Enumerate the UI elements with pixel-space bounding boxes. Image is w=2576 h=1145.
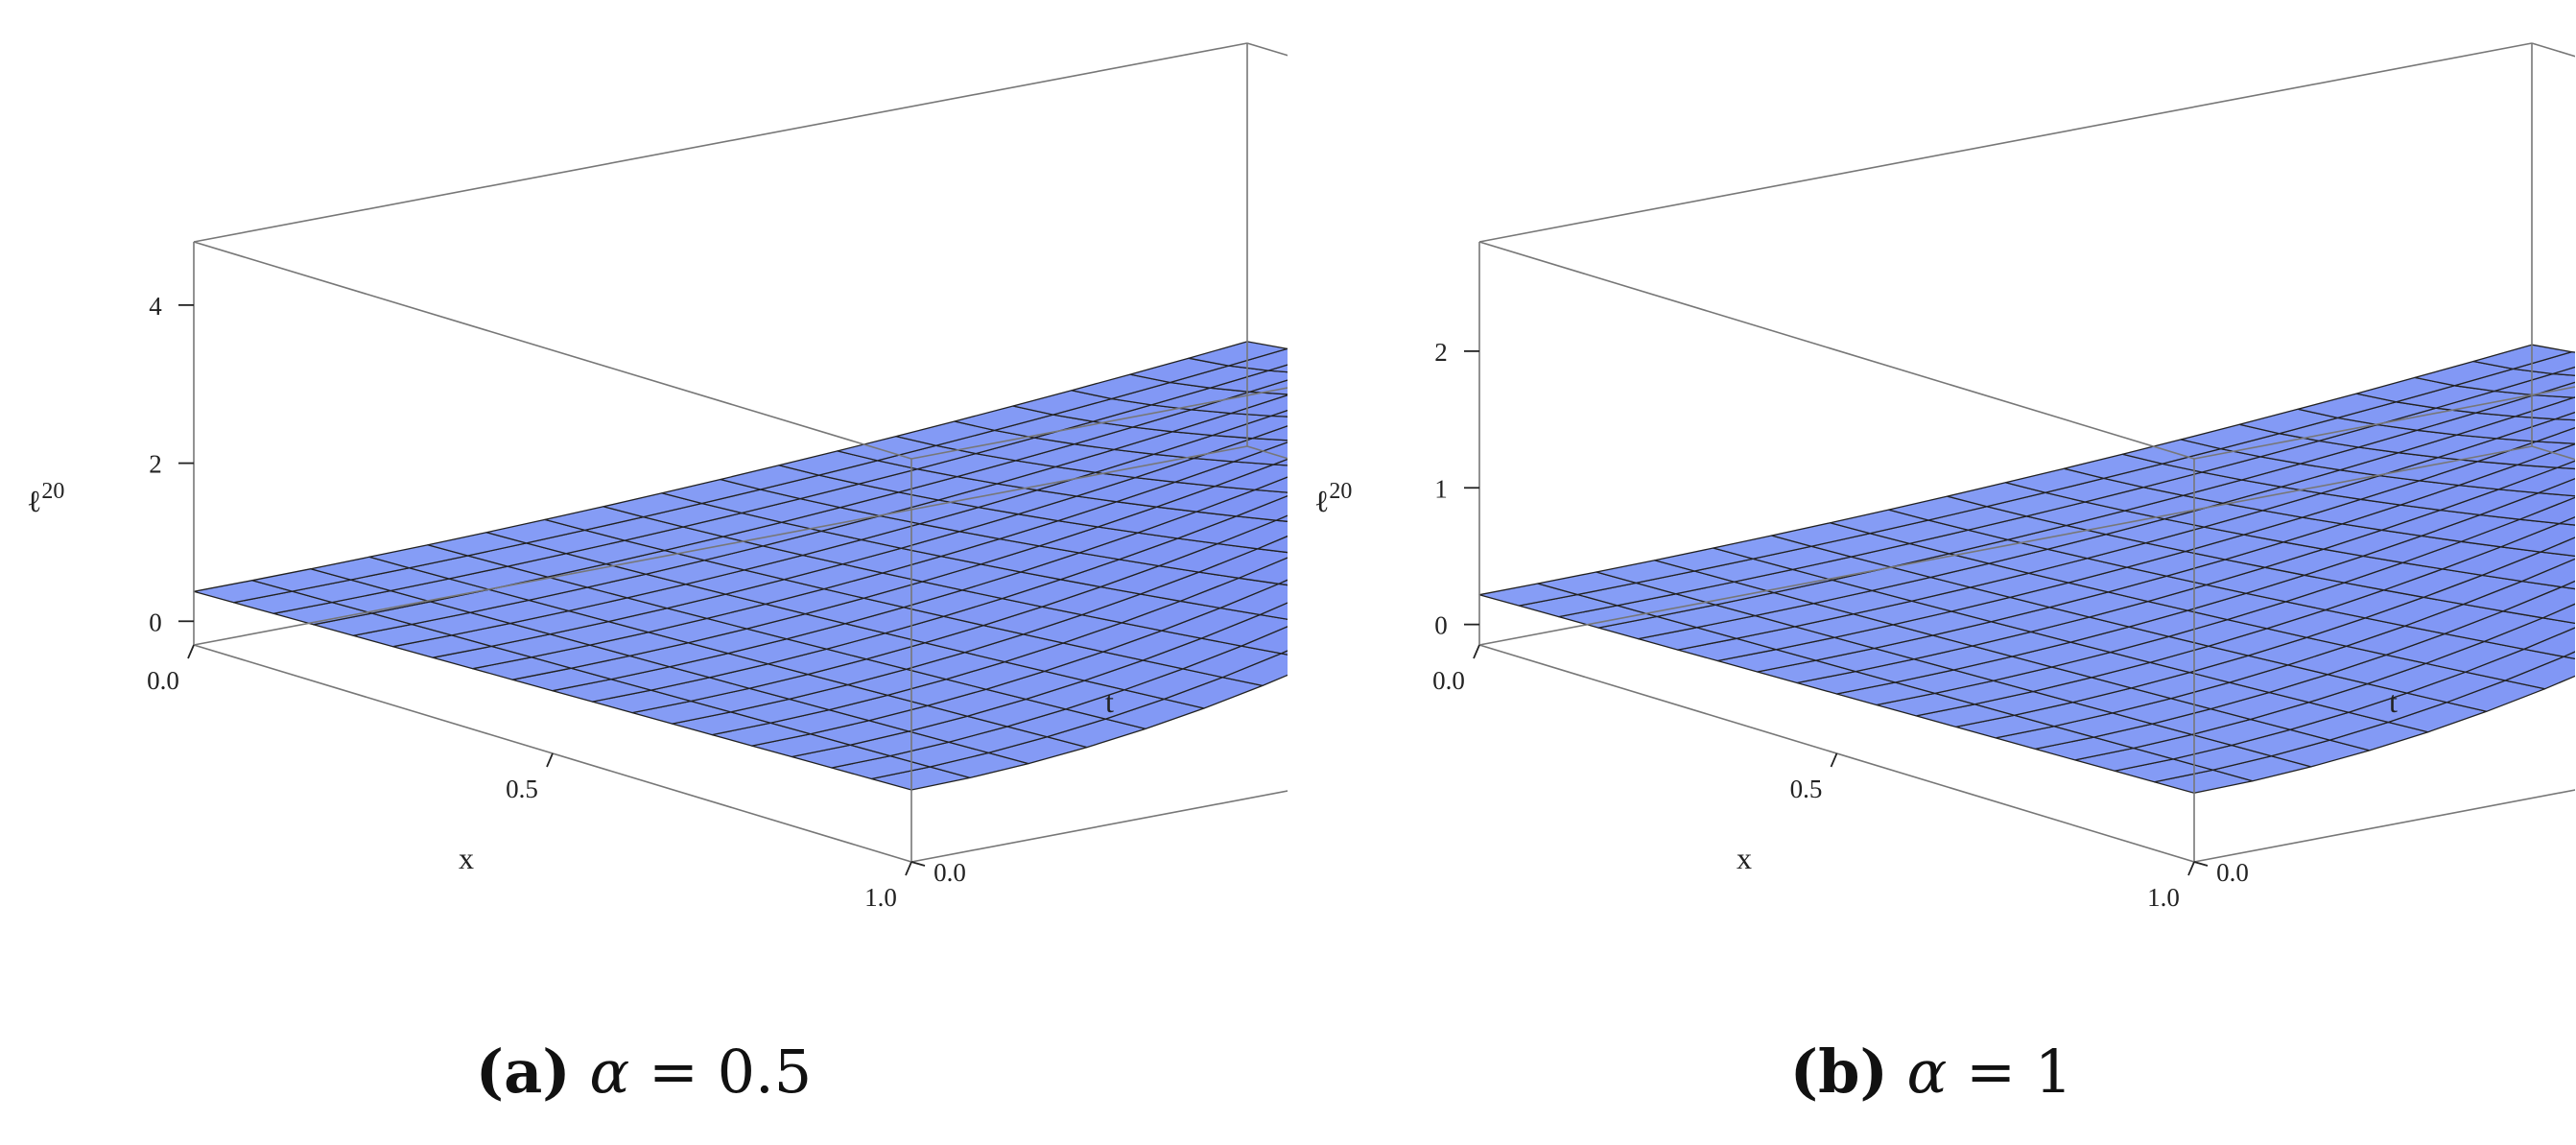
x-tick-label: 0.5 [506, 775, 538, 803]
surface-quad [2538, 477, 2575, 497]
surface-quad [1257, 535, 1288, 554]
t-tick [910, 861, 926, 867]
box-edge [193, 241, 912, 460]
box-edge [193, 42, 1248, 243]
z-tick-label: 1 [1434, 474, 1448, 503]
surface-quad [1188, 341, 1288, 367]
x-tick-label: 1.0 [2147, 883, 2180, 912]
z-tick-label: 0 [1434, 611, 1448, 640]
box-edge [2531, 42, 2575, 58]
caption-eq-a: = 0.5 [648, 1037, 813, 1107]
surface-mesh-b [1478, 344, 2575, 794]
surface-quad [1259, 602, 1288, 620]
caption-param-a: α [589, 1037, 630, 1107]
z-tick-label: 2 [149, 450, 162, 479]
z-tick-label: 4 [149, 292, 162, 321]
caption-a: (a) α = 0.5 [0, 1037, 1288, 1107]
surface-mesh-a [193, 341, 1288, 791]
t-tick-label: 0.0 [934, 858, 966, 887]
x-tick [187, 644, 195, 659]
caption-label-a: (a) [475, 1037, 571, 1107]
t-tick [2193, 861, 2209, 867]
x-axis-label-b: x [1737, 841, 1752, 875]
surface-quad [2541, 603, 2575, 625]
caption-label-b: (b) [1789, 1037, 1888, 1107]
caption-param-b: α [1906, 1037, 1948, 1107]
surface-quad [2472, 344, 2573, 370]
x-tick [1473, 644, 1480, 659]
box-edge [193, 445, 1248, 646]
box-edge [910, 387, 1288, 460]
x-tick-label: 0.5 [1790, 775, 1823, 803]
caption-b: (b) α = 1 [1288, 1037, 2575, 1107]
t-axis-label-a: t [1105, 684, 1114, 719]
z-tick-label: 0 [149, 608, 162, 636]
x-tick-label: 0.0 [147, 666, 179, 695]
box-edge [1246, 42, 1288, 57]
bounding-box-b [1478, 42, 2575, 863]
box-edge [1478, 42, 2533, 243]
x-tick [905, 861, 912, 876]
z-axis-label-a: ℓ20 [27, 479, 64, 518]
x-axis-label-a: x [459, 841, 474, 875]
box-edge [2193, 789, 2575, 863]
box-edge [1478, 445, 2533, 646]
box-edge [2193, 386, 2575, 460]
t-axis-label-b: t [2389, 684, 2398, 719]
z-tick-label: 2 [1434, 338, 1448, 367]
x-tick [1830, 752, 1838, 768]
box-edge [910, 790, 1288, 863]
x-tick [546, 752, 554, 768]
x-tick-label: 0.0 [1432, 666, 1465, 695]
x-tick [2187, 861, 2195, 876]
box-edge [1478, 241, 2195, 460]
z-axis-label-b: ℓ20 [1314, 479, 1352, 518]
x-tick-label: 1.0 [864, 883, 897, 912]
surface-quad [2540, 537, 2575, 558]
t-tick-label: 0.0 [2216, 858, 2249, 887]
caption-eq-b: = 1 [1966, 1037, 2073, 1107]
